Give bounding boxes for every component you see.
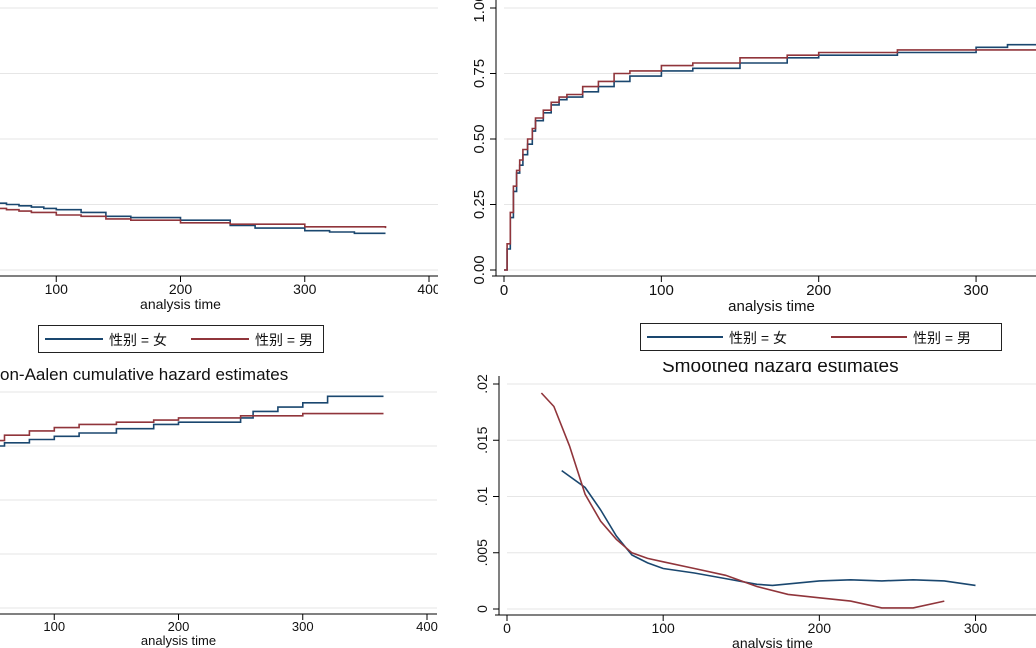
smoothed-hazard-panel: Smoothed hazard estimates 0 .005 .01 .015 .0… [438,362,1036,648]
legend-female-label: 性别 = 女 [109,332,167,348]
y-tick-label: .005 [474,539,490,566]
x-tick-label: 300 [293,281,317,297]
x-tick-label: 100 [651,620,675,636]
y-tick-label: 1.00 [471,0,488,23]
smoothed-hazard-title: Smoothed hazard estimates [662,362,899,377]
nelson-aalen-chart: 100 200 300 400 analysis time [0,391,438,648]
x-axis-label: analysis time [728,298,815,315]
series-male-line [0,412,384,442]
legend-male-label: 性别 = 男 [913,330,971,346]
series-male-line [540,392,945,609]
nelson-aalen-panel: Nelson-Aalen cumulative hazard estimates… [0,362,438,648]
x-tick-label: 200 [168,619,190,634]
failure-legend: 性别 = 女 性别 = 男 [640,323,1002,351]
x-tick-label: 200 [169,281,193,297]
legend-female-line [45,338,103,340]
x-axis-label: analysis time [140,296,221,312]
survival-panel: 100 200 300 400 analysis time 性别 = 女 性别 = 男 [0,0,438,362]
failure-panel: 0.00 0.25 0.50 0.75 1.00 0 100 200 300 analysis t… [438,0,1036,362]
series-female-line [561,469,976,587]
x-tick-label: 0 [500,282,508,299]
x-tick-label: 100 [43,619,65,634]
x-tick-label: 100 [45,281,69,297]
y-tick-label: 0.75 [471,59,488,88]
nelson-aalen-title: Nelson-Aalen cumulative hazard estimates [0,365,289,384]
x-tick-label: 200 [808,620,832,636]
y-tick-label: .01 [474,487,490,507]
series-female-line [0,395,384,447]
series-female-line [504,43,1036,271]
survival-chart: 100 200 300 400 analysis time [0,7,438,312]
smoothed-hazard-chart: 0 .005 .01 .015 .02 0 100 200 300 analysis time [474,374,1036,648]
survival-legend: 性别 = 女 性别 = 男 [38,325,324,353]
series-male-line [0,207,387,229]
x-axis-label: analysis time [732,635,813,648]
x-tick-label: 400 [417,281,438,297]
y-tick-label: .015 [474,426,490,453]
x-tick-label: 0 [503,620,511,636]
legend-male-line [191,338,249,340]
legend-male-label: 性别 = 男 [255,332,313,348]
series-male-line [504,49,1036,271]
x-tick-label: 300 [964,282,989,299]
y-tick-label: 0.25 [471,190,488,219]
series-female-line [0,202,386,235]
legend-male-line [831,336,907,338]
x-tick-label: 300 [292,619,314,634]
x-axis-label: analysis time [141,633,216,648]
x-tick-label: 300 [964,620,988,636]
x-tick-label: 100 [649,282,674,299]
y-tick-label: .02 [474,374,490,394]
y-tick-label: 0.00 [471,255,488,284]
legend-female-line [647,336,723,338]
failure-chart: 0.00 0.25 0.50 0.75 1.00 0 100 200 300 analysis t… [471,0,1036,315]
legend-female-label: 性别 = 女 [729,330,787,346]
y-tick-label: 0 [474,605,490,613]
x-tick-label: 400 [416,619,438,634]
y-tick-label: 0.50 [471,124,488,153]
x-tick-label: 200 [806,282,831,299]
